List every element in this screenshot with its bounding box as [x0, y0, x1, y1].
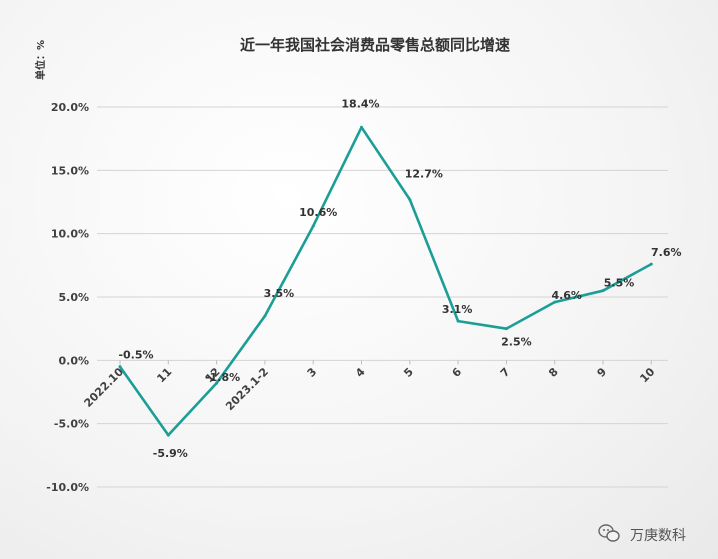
y-tick-label: -10.0% [46, 481, 89, 494]
chart-title: 近一年我国社会消费品零售总额同比增速 [240, 36, 510, 54]
data-label: -0.5% [118, 349, 153, 362]
data-point [553, 300, 557, 304]
x-tick-label: 2022.10 [81, 365, 126, 410]
x-tick-label: 11 [154, 365, 174, 385]
y-axis-label: 单位：% [34, 40, 47, 80]
data-label: 2.5% [501, 336, 532, 349]
data-label: -1.8% [205, 371, 240, 384]
data-point [166, 433, 170, 437]
data-point [504, 327, 508, 331]
data-label: 3.1% [442, 303, 473, 316]
data-label: 12.7% [405, 167, 443, 180]
data-label: -5.9% [153, 447, 188, 460]
x-tick-label: 7 [498, 365, 513, 380]
y-tick-label: 20.0% [51, 101, 89, 114]
data-point [360, 125, 363, 129]
data-label: 10.6% [299, 206, 337, 219]
x-tick-label: 8 [546, 365, 561, 380]
x-tick-label: 6 [450, 365, 465, 380]
y-tick-label: 10.0% [51, 228, 89, 241]
data-point [118, 365, 122, 369]
y-tick-label: 15.0% [51, 164, 89, 177]
y-tick-label: 5.0% [58, 291, 89, 304]
data-point [215, 381, 219, 385]
data-point [649, 262, 653, 266]
data-label: 3.5% [264, 287, 295, 300]
x-tick-label: 10 [637, 365, 657, 385]
y-tick-label: 0.0% [58, 354, 89, 367]
x-tick-label: 4 [353, 365, 368, 380]
data-label: 4.6% [551, 289, 582, 302]
data-label: 5.5% [604, 277, 635, 290]
data-point [456, 319, 460, 323]
data-label: 18.4% [341, 97, 379, 110]
data-point [408, 197, 412, 201]
x-tick-label: 5 [401, 365, 416, 380]
x-tick-label: 9 [595, 365, 610, 380]
series-line [118, 126, 652, 437]
data-point [601, 289, 605, 293]
data-label: 7.6% [651, 246, 682, 259]
data-point [263, 314, 267, 318]
watermark-text: 万庚数科 [630, 528, 686, 544]
wechat-icon [598, 524, 620, 542]
y-tick-label: -5.0% [54, 418, 89, 431]
data-point [311, 224, 315, 228]
x-tick-label: 3 [305, 365, 320, 380]
watermark: 万庚数科 [598, 524, 686, 544]
